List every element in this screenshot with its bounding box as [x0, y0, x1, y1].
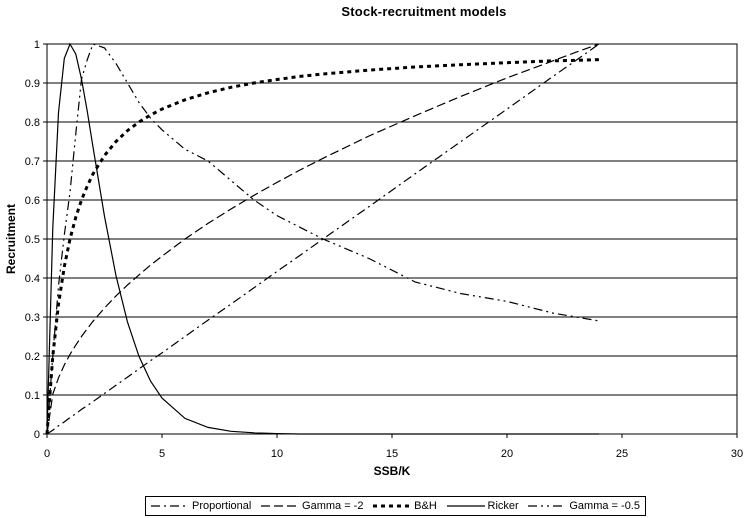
x-tick-label: 0	[44, 448, 50, 460]
curve-gamma-0-5	[46, 43, 600, 435]
y-tick-label: 0	[34, 429, 40, 441]
legend-item-gamma-2: Gamma = -2	[261, 500, 363, 512]
y-tick-label: 0.8	[25, 117, 40, 129]
legend-label-proportional: Proportional	[192, 500, 252, 512]
legend-item-ricker: Ricker	[446, 500, 519, 512]
x-axis-label: SSB/K	[373, 464, 411, 478]
y-tick-label: 0.5	[25, 234, 40, 246]
legend-label-gamma-2: Gamma = -2	[302, 500, 364, 512]
y-tick-label: 0.4	[25, 273, 40, 285]
x-tick-label: 5	[159, 448, 165, 460]
legend-item-proportional: Proportional	[151, 500, 251, 512]
curve-b-h	[45, 58, 600, 435]
legend-label-ricker: Ricker	[487, 500, 519, 512]
y-tick-label: 0.1	[25, 390, 40, 402]
y-tick-label: 0.6	[25, 195, 40, 207]
x-tick-label: 15	[386, 448, 398, 460]
x-tick-label: 20	[501, 448, 513, 460]
legend-line-sample-gamma-0-5	[528, 505, 567, 507]
x-tick-label: 10	[271, 448, 283, 460]
legend-item-b-h: B&H	[373, 500, 437, 512]
y-tick-label: 1	[34, 39, 40, 51]
x-tick-label: 25	[616, 448, 628, 460]
legend-line-sample-proportional	[151, 505, 189, 507]
y-tick-label: 0.9	[25, 78, 40, 90]
y-tick-label: 0.2	[25, 351, 40, 363]
curve-ricker	[46, 42, 599, 435]
legend-label-b-h: B&H	[414, 500, 437, 512]
y-tick-label: 0.7	[25, 156, 40, 168]
curve-proportional	[46, 43, 600, 435]
x-tick-label: 30	[731, 448, 743, 460]
legend-label-gamma-0-5: Gamma = -0.5	[569, 500, 640, 512]
legend: Proportional Gamma = -2 B&H Ricker Gamma = -…	[145, 496, 646, 516]
legend-line-sample-gamma-2	[261, 505, 300, 507]
legend-item-gamma-0-5: Gamma = -0.5	[528, 500, 640, 512]
legend-line-sample-b-h	[373, 504, 412, 508]
legend-line-sample-ricker	[446, 505, 485, 507]
y-tick-label: 0.3	[25, 312, 40, 324]
curve-gamma-2	[46, 43, 600, 435]
chart-title: Stock-recruitment models	[341, 4, 507, 19]
